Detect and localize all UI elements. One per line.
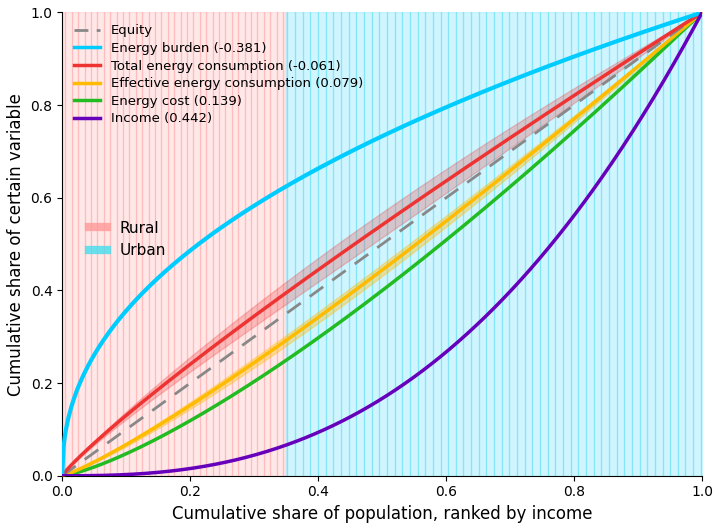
- X-axis label: Cumulative share of population, ranked by income: Cumulative share of population, ranked b…: [172, 505, 593, 523]
- Y-axis label: Cumulative share of certain variable: Cumulative share of certain variable: [7, 93, 25, 395]
- Legend: Rural, Urban: Rural, Urban: [83, 215, 172, 264]
